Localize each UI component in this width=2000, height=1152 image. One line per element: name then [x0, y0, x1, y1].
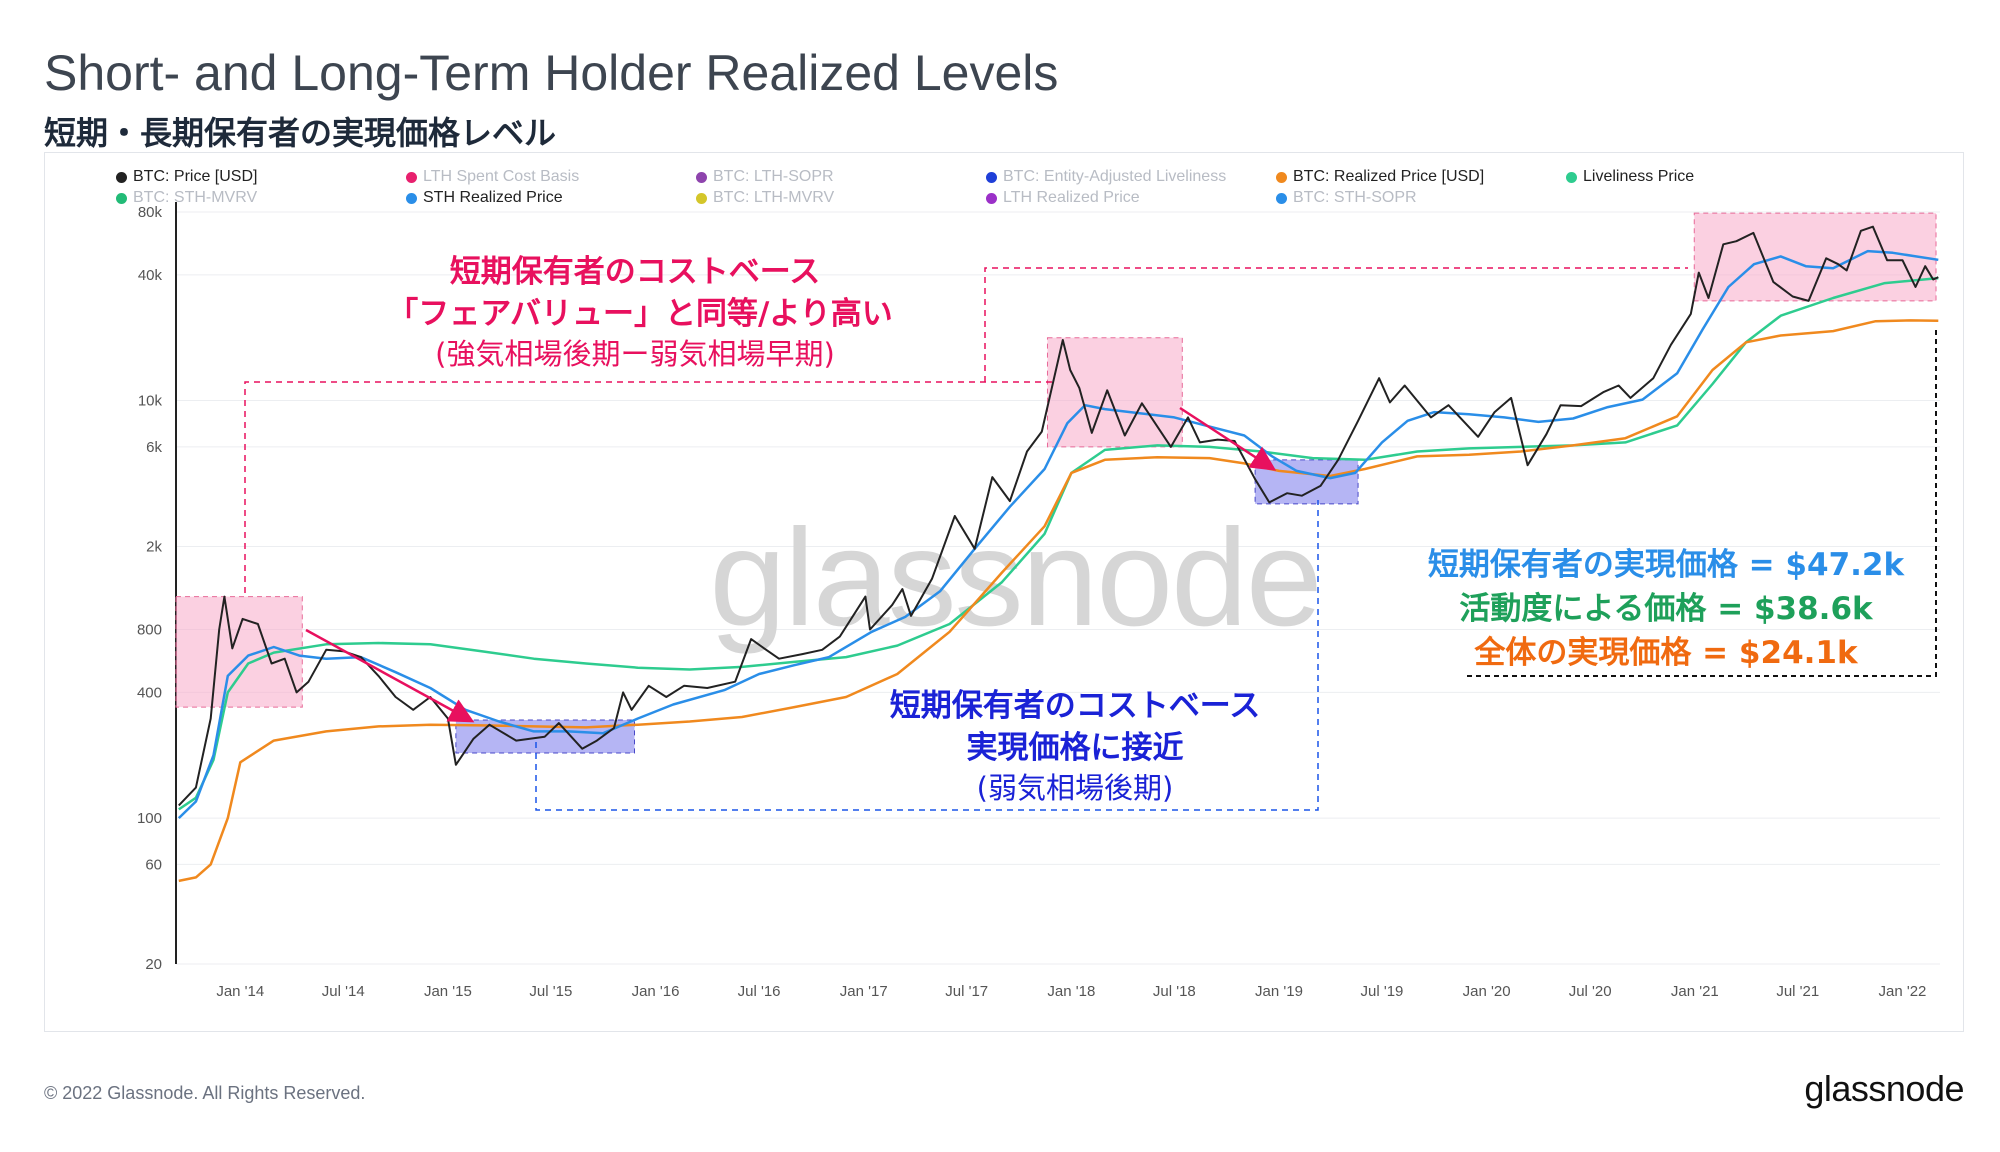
- legend-dot-icon: [986, 171, 997, 183]
- legend-label: LTH Spent Cost Basis: [423, 168, 580, 185]
- annotation-text: 短期保有者のコストベース: [890, 688, 1260, 724]
- legend-dot-icon: [986, 192, 997, 204]
- legend-item[interactable]: BTC: STH-MVRV: [116, 189, 257, 207]
- legend-item[interactable]: LTH Realized Price: [986, 189, 1140, 207]
- highlight-box: [1046, 337, 1183, 448]
- y-tick-label: 60: [145, 856, 162, 873]
- y-tick-label: 2k: [146, 538, 162, 555]
- legend-dot-icon: [696, 192, 707, 204]
- x-tick-label: Jul '15: [529, 983, 572, 1000]
- annotation-text: (強気相場後期ー弱気相場早期): [435, 337, 835, 371]
- legend-label: BTC: STH-MVRV: [133, 189, 258, 206]
- x-tick-label: Jan '22: [1879, 983, 1927, 1000]
- arrow-icon: [305, 628, 475, 723]
- arrow-icon: [1179, 406, 1277, 471]
- x-tick-label: Jul '18: [1153, 983, 1196, 1000]
- annotation-text: 「フェアバリュー」と同等/より高い: [387, 296, 892, 332]
- legend-label: BTC: STH-SOPR: [1293, 189, 1417, 206]
- realized-value-label: 全体の実現価格 = $24.1k: [1473, 635, 1859, 671]
- annotation-text: 実現価格に接近: [967, 730, 1184, 766]
- legend-dot-icon: [116, 192, 127, 204]
- legend-item[interactable]: BTC: LTH-MVRV: [696, 189, 834, 207]
- sth-realized-value-label: 短期保有者の実現価格 = $47.2k: [1428, 547, 1906, 583]
- x-tick-label: Jan '14: [216, 983, 264, 1000]
- x-tick-label: Jan '16: [632, 983, 680, 1000]
- legend-label: BTC: Entity-Adjusted Liveliness: [1003, 168, 1227, 185]
- annotation-connector: [535, 500, 1319, 811]
- liveliness-value-label: 活動度による価格 = $38.6k: [1459, 591, 1874, 627]
- chart-frame: [44, 152, 1964, 1032]
- x-tick-label: Jan '19: [1255, 983, 1303, 1000]
- y-tick-label: 20: [145, 956, 162, 973]
- y-tick-label: 6k: [146, 439, 162, 456]
- y-tick-label: 800: [137, 622, 162, 639]
- annotation-connector: [984, 267, 1688, 382]
- legend-dot-icon: [116, 171, 127, 183]
- legend-dot-icon: [406, 171, 417, 183]
- chart-legend: BTC: Price [USD] LTH Spent Cost Basis BTC:…: [116, 168, 1756, 212]
- legend-item[interactable]: BTC: Realized Price [USD]: [1276, 168, 1484, 186]
- annotation-text: 短期保有者のコストベース: [450, 254, 820, 290]
- x-tick-label: Jul '21: [1776, 983, 1819, 1000]
- legend-dot-icon: [1276, 171, 1287, 183]
- legend-dot-icon: [406, 192, 417, 204]
- copyright-text: © 2022 Glassnode. All Rights Reserved.: [44, 1083, 366, 1103]
- legend-item[interactable]: BTC: Entity-Adjusted Liveliness: [986, 168, 1226, 186]
- x-tick-label: Jan '17: [840, 983, 888, 1000]
- legend-dot-icon: [1276, 192, 1287, 204]
- highlight-box: [1693, 212, 1937, 302]
- series-line: [178, 319, 1939, 883]
- glassnode-logo[interactable]: glassnode: [1804, 1068, 1964, 1109]
- legend-label: BTC: LTH-SOPR: [713, 168, 834, 185]
- x-tick-label: Jul '16: [738, 983, 781, 1000]
- legend-label: BTC: Realized Price [USD]: [1293, 168, 1485, 185]
- legend-item[interactable]: LTH Spent Cost Basis: [406, 168, 579, 186]
- annotation-text: (弱気相場後期): [977, 771, 1174, 805]
- legend-item[interactable]: BTC: Price [USD]: [116, 168, 257, 186]
- legend-label: LTH Realized Price: [1003, 189, 1140, 206]
- series-line: [177, 249, 1939, 819]
- x-tick-label: Jul '19: [1361, 983, 1404, 1000]
- y-tick-label: 40k: [138, 267, 163, 284]
- legend-label: BTC: LTH-MVRV: [713, 189, 835, 206]
- legend-item[interactable]: BTC: STH-SOPR: [1276, 189, 1417, 207]
- y-tick-label: 400: [137, 684, 162, 701]
- y-tick-label: 80k: [138, 204, 163, 221]
- x-tick-label: Jan '20: [1463, 983, 1511, 1000]
- legend-dot-icon: [1566, 171, 1577, 183]
- x-tick-label: Jul '14: [322, 983, 365, 1000]
- legend-dot-icon: [696, 171, 707, 183]
- y-tick-label: 100: [137, 810, 162, 827]
- watermark-text: glassnode: [709, 501, 1320, 655]
- x-tick-label: Jul '17: [945, 983, 988, 1000]
- page-title: Short- and Long-Term Holder Realized Lev…: [44, 45, 1059, 101]
- legend-label: Liveliness Price: [1583, 168, 1695, 185]
- y-tick-label: 10k: [138, 393, 163, 410]
- legend-label: BTC: Price [USD]: [133, 168, 258, 185]
- annotation-connector: [1466, 330, 1937, 677]
- legend-item[interactable]: Liveliness Price: [1566, 168, 1694, 186]
- x-tick-label: Jan '18: [1047, 983, 1095, 1000]
- page-subtitle: 短期・長期保有者の実現価格レベル: [44, 114, 557, 152]
- legend-item[interactable]: STH Realized Price: [406, 189, 563, 207]
- x-tick-label: Jul '20: [1569, 983, 1612, 1000]
- legend-item[interactable]: BTC: LTH-SOPR: [696, 168, 834, 186]
- annotation-connector: [244, 381, 1055, 593]
- x-tick-label: Jan '15: [424, 983, 472, 1000]
- legend-label: STH Realized Price: [423, 189, 563, 206]
- series-line: [178, 276, 1939, 811]
- x-tick-label: Jan '21: [1671, 983, 1719, 1000]
